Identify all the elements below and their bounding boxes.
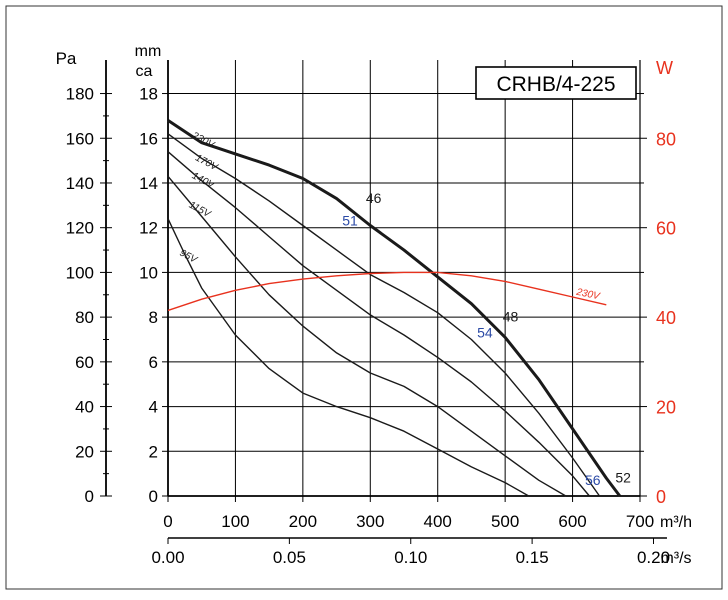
x-tick-label: 100 <box>221 512 249 531</box>
efficiency-label: 48 <box>503 309 519 325</box>
mmca-unit-line2: ca <box>136 63 153 80</box>
axes: 024681012141618mmca020406080100120140160… <box>56 43 692 567</box>
efficiency-label: 56 <box>585 472 601 488</box>
power-curve-group <box>167 271 607 312</box>
pressure-curve-230v <box>167 119 621 497</box>
efficiency-label: 51 <box>342 212 358 228</box>
mmca-tick-label: 8 <box>149 308 158 327</box>
x-tick-label: 500 <box>491 512 519 531</box>
w-tick-label: 80 <box>656 129 676 149</box>
mmca-unit-line1: mm <box>135 43 162 60</box>
pressure-curve-140v <box>167 151 590 497</box>
title-box <box>475 66 637 100</box>
w-tick-label: 20 <box>656 398 676 418</box>
mmca-tick-label: 10 <box>139 263 158 282</box>
pa-tick-label: 0 <box>85 487 94 506</box>
efficiency-label: 52 <box>615 470 631 486</box>
title-box-group: CRHB/4-225 <box>475 66 637 100</box>
mmca-tick-label: 16 <box>139 129 158 148</box>
x2-tick-label: 0.10 <box>394 548 427 567</box>
mmca-tick-label: 4 <box>149 398 158 417</box>
efficiency-label: 46 <box>366 190 382 206</box>
x2-tick-label: 0.20 <box>637 548 670 567</box>
x-tick-label: 600 <box>558 512 586 531</box>
pa-tick-label: 100 <box>66 263 94 282</box>
x2-tick-label: 0.00 <box>151 548 184 567</box>
pa-tick-label: 140 <box>66 174 94 193</box>
pressure-curves <box>167 119 621 497</box>
grid-lines <box>168 60 640 496</box>
mmca-tick-label: 6 <box>149 353 158 372</box>
x-tick-label: 700 <box>626 512 654 531</box>
w-tick-label: 60 <box>656 219 676 239</box>
w-unit-label: W <box>656 58 673 78</box>
pressure-curve-115v <box>167 175 567 497</box>
pa-tick-label: 60 <box>75 353 94 372</box>
pa-tick-label: 40 <box>75 398 94 417</box>
pa-tick-label: 120 <box>66 219 94 238</box>
x2-tick-label: 0.15 <box>516 548 549 567</box>
mmca-tick-label: 0 <box>149 487 158 506</box>
power-curve-label: 230V <box>574 287 601 303</box>
mmca-tick-label: 2 <box>149 442 158 461</box>
outer-border <box>5 5 723 590</box>
mmca-tick-label: 14 <box>139 174 158 193</box>
pa-tick-label: 20 <box>75 442 94 461</box>
x-tick-label: 200 <box>289 512 317 531</box>
x-tick-label: 300 <box>356 512 384 531</box>
pa-tick-label: 180 <box>66 85 94 104</box>
pressure-curve-95v <box>167 218 530 497</box>
pressure-curve-170v <box>167 133 601 497</box>
pa-unit-label: Pa <box>56 49 77 68</box>
chart-model-title: CRHB/4-225 <box>496 73 615 96</box>
x-tick-label: 400 <box>424 512 452 531</box>
x-unit-label: m³/h <box>660 514 692 531</box>
power-curve-230v <box>167 271 607 312</box>
pa-tick-label: 160 <box>66 129 94 148</box>
w-tick-label: 0 <box>656 487 666 507</box>
x-tick-label: 0 <box>163 512 172 531</box>
mmca-tick-label: 12 <box>139 219 158 238</box>
efficiency-label: 54 <box>477 324 493 340</box>
x2-tick-label: 0.05 <box>273 548 306 567</box>
w-tick-label: 40 <box>656 308 676 328</box>
x2-unit-label: m³/s <box>660 550 691 567</box>
pa-tick-label: 80 <box>75 308 94 327</box>
mmca-tick-label: 18 <box>139 85 158 104</box>
